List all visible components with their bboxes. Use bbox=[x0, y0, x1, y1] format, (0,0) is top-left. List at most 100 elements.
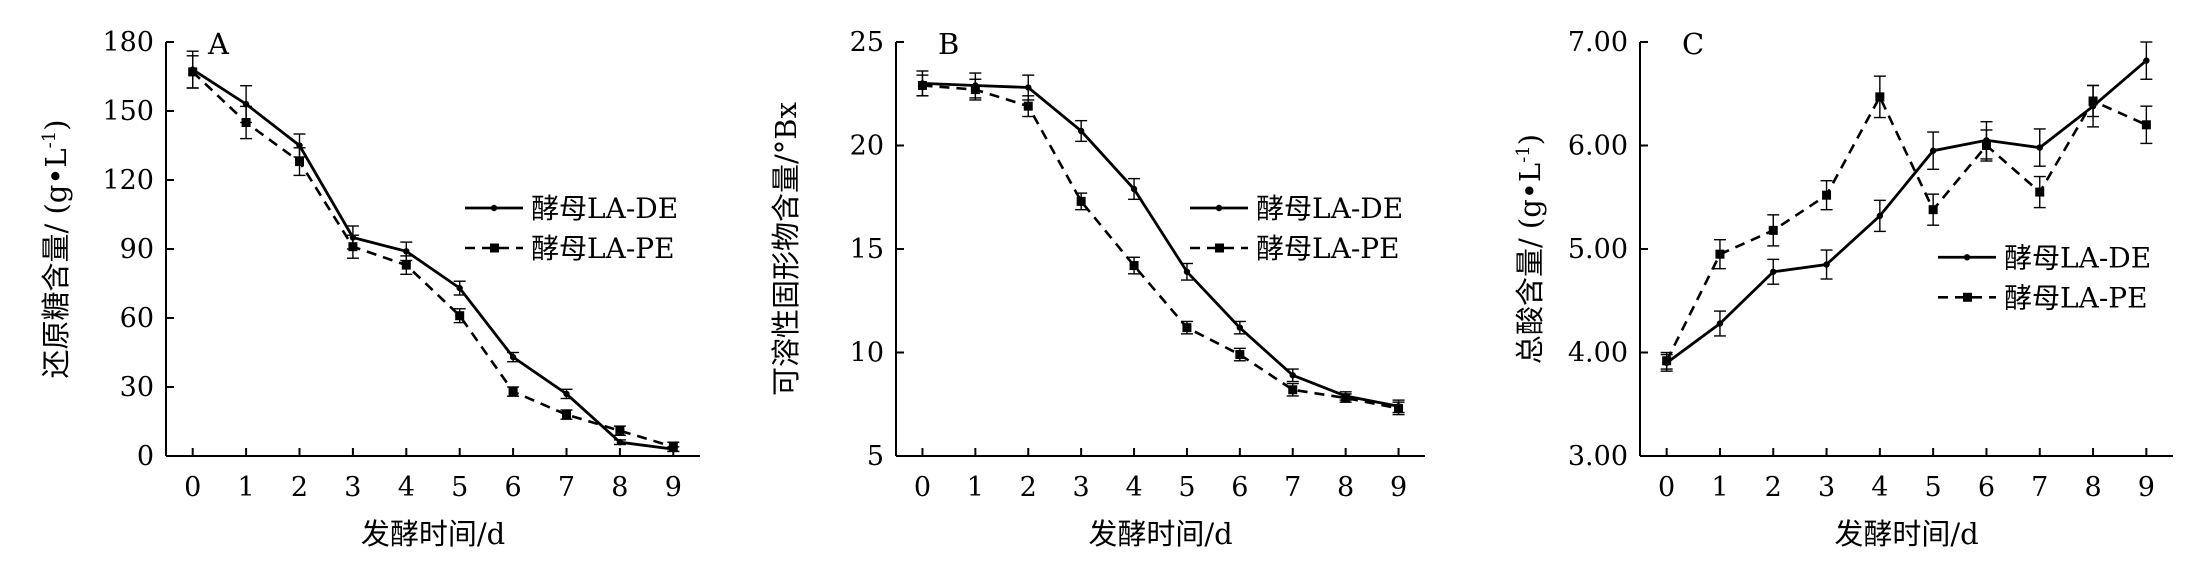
data-point-square bbox=[241, 118, 251, 127]
data-point-dot bbox=[1929, 147, 1937, 154]
x-tick-label: 3 bbox=[1073, 472, 1090, 503]
data-point-dot bbox=[1289, 372, 1296, 379]
y-axis-title: 还原糖含量/ (g•L-1) bbox=[39, 119, 73, 378]
y-tick-label: 60 bbox=[120, 303, 154, 334]
x-tick-label: 8 bbox=[2084, 472, 2101, 503]
x-tick-label: 2 bbox=[291, 472, 308, 503]
legend-item-la-pe: 酵母LA-PE bbox=[1190, 232, 1400, 265]
data-point-dot bbox=[403, 248, 410, 255]
data-point-dot bbox=[1823, 261, 1830, 268]
data-point-square bbox=[1928, 205, 1938, 215]
y-tick-label: 180 bbox=[102, 27, 154, 58]
x-axis-title: 发酵时间/d bbox=[1834, 517, 1978, 551]
data-point-square bbox=[562, 410, 571, 420]
y-tick-label: 3.00 bbox=[1568, 441, 1628, 472]
legend-marker bbox=[1963, 254, 1971, 261]
data-point-square bbox=[1875, 92, 1885, 102]
data-point-square bbox=[401, 260, 411, 270]
x-tick-label: 8 bbox=[611, 472, 628, 503]
data-point-square bbox=[1341, 393, 1351, 403]
y-tick-label: 20 bbox=[850, 131, 884, 162]
x-tick-label: 3 bbox=[344, 472, 361, 503]
legend-item-la-de: 酵母LA-DE bbox=[465, 192, 678, 225]
legend-label: 酵母LA-PE bbox=[531, 232, 675, 265]
data-point-dot bbox=[2036, 144, 2043, 151]
x-tick-label: 5 bbox=[451, 472, 468, 503]
data-point-square bbox=[1394, 403, 1404, 413]
data-point-square bbox=[970, 85, 980, 95]
x-tick-label: 7 bbox=[558, 472, 575, 503]
x-tick-label: 6 bbox=[1231, 472, 1248, 503]
series-la-pe bbox=[186, 55, 680, 453]
data-point-dot bbox=[1770, 268, 1777, 275]
y-axis-title-superscript: -1 bbox=[39, 131, 60, 149]
data-point-square bbox=[188, 67, 198, 77]
y-axis-title: 可溶性固形物含量/°Bx bbox=[769, 102, 803, 396]
y-axis-title-tail: ) bbox=[1513, 134, 1547, 145]
data-point-dot bbox=[616, 439, 624, 446]
x-tick-label: 2 bbox=[1765, 472, 1782, 503]
x-tick-label: 7 bbox=[1284, 472, 1301, 503]
legend-label: 酵母LA-PE bbox=[1256, 232, 1400, 265]
x-tick-label: 9 bbox=[2138, 472, 2155, 503]
data-point-square bbox=[2035, 187, 2045, 197]
panel-label: C bbox=[1682, 27, 1704, 61]
legend-item-la-de: 酵母LA-DE bbox=[1190, 192, 1403, 225]
x-tick-label: 4 bbox=[398, 472, 415, 503]
legend-marker bbox=[490, 204, 498, 212]
x-tick-label: 0 bbox=[914, 472, 931, 503]
data-point-dot bbox=[1077, 127, 1085, 135]
series-la-pe bbox=[916, 74, 1405, 416]
data-point-square bbox=[455, 311, 465, 321]
x-tick-label: 3 bbox=[1818, 472, 1835, 503]
series-line bbox=[1665, 94, 2147, 362]
data-point-square bbox=[1235, 350, 1245, 360]
legend-marker bbox=[1215, 204, 1223, 212]
legend-label: 酵母LA-DE bbox=[531, 192, 678, 225]
data-point-dot bbox=[1716, 320, 1724, 327]
x-tick-label: 6 bbox=[505, 472, 522, 503]
data-point-dot bbox=[1025, 84, 1032, 91]
y-tick-label: 10 bbox=[850, 338, 884, 369]
panel-label: B bbox=[938, 27, 959, 61]
x-axis-title: 发酵时间/d bbox=[1088, 517, 1232, 551]
legend-item-la-de: 酵母LA-DE bbox=[1938, 241, 2151, 274]
x-tick-label: 4 bbox=[1125, 472, 1142, 503]
legend-label: 酵母LA-DE bbox=[2004, 241, 2151, 274]
data-point-dot bbox=[456, 284, 463, 292]
y-tick-label: 90 bbox=[120, 234, 154, 265]
x-tick-label: 9 bbox=[665, 472, 682, 503]
data-point-dot bbox=[563, 390, 570, 398]
legend-label: 酵母LA-DE bbox=[1256, 192, 1403, 225]
data-point-square bbox=[668, 442, 678, 452]
y-tick-label: 30 bbox=[120, 372, 154, 403]
data-point-square bbox=[1768, 225, 1778, 235]
y-axis-title-main: 可溶性固形物含量/°Bx bbox=[769, 102, 803, 396]
data-point-square bbox=[295, 157, 304, 167]
legend-item-la-pe: 酵母LA-PE bbox=[1938, 281, 2148, 314]
data-point-square bbox=[1129, 261, 1139, 271]
x-tick-label: 0 bbox=[184, 472, 201, 503]
y-axis-title-main: 还原糖含量/ (g•L bbox=[39, 148, 73, 378]
chart-panel-c: 3.00 4.00 5.00 6.00 7.00 0 1 2 3 4 5 6 7 8 9 发酵时间/d 总酸含量… bbox=[1513, 27, 2173, 551]
panel-label: A bbox=[207, 27, 230, 61]
x-tick-label: 2 bbox=[1020, 472, 1037, 503]
x-tick-label: 6 bbox=[1978, 472, 1995, 503]
x-tick-label: 1 bbox=[1711, 472, 1728, 503]
y-tick-label: 15 bbox=[850, 234, 884, 265]
data-point-dot bbox=[2143, 57, 2150, 64]
y-tick-label: 6.00 bbox=[1568, 131, 1628, 162]
series-line bbox=[191, 68, 674, 451]
data-point-square bbox=[2141, 120, 2151, 130]
data-point-square bbox=[615, 426, 625, 436]
series-la-pe bbox=[1660, 75, 2153, 370]
y-tick-label: 7.00 bbox=[1568, 27, 1628, 58]
y-axis-title-superscript: -1 bbox=[1513, 145, 1534, 163]
y-tick-label: 25 bbox=[850, 27, 884, 58]
data-point-square bbox=[917, 80, 927, 90]
data-point-dot bbox=[1130, 185, 1138, 193]
data-point-dot bbox=[1183, 268, 1191, 275]
legend-item-la-pe: 酵母LA-PE bbox=[465, 232, 675, 265]
data-point-square bbox=[1076, 196, 1086, 206]
